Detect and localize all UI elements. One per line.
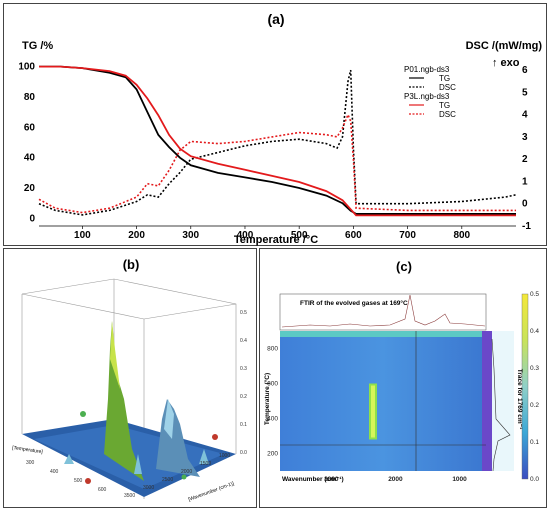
y-tick-label: 40: [24, 153, 36, 164]
colorbar-tick: 0.1: [530, 439, 539, 446]
x-tick-label: 400: [237, 230, 254, 241]
series-line-1: [38, 69, 517, 216]
legend-entry: TG: [439, 101, 450, 110]
x-tick-label: 700: [399, 230, 416, 241]
trace-line: [491, 338, 511, 472]
y2-tick-label: 2: [522, 154, 528, 165]
series-line-2: [39, 65, 516, 217]
z-tick-label: 0.3: [240, 366, 247, 372]
x-tick-label: 800: [453, 230, 470, 241]
y-tick-label: 0: [29, 213, 35, 224]
ftir-heatmap: (c) FTIR of the evolved gases at 169°C 3…: [263, 259, 539, 483]
z-tick-label: 0.1: [240, 422, 247, 428]
marker-green: [80, 411, 86, 417]
colorbar-tick: 0.3: [530, 365, 539, 372]
tg-axis-title: TG /%: [22, 40, 53, 52]
heatmap-y-tick: 800: [267, 346, 278, 353]
heatmap-top-band: [280, 331, 486, 337]
inset-title: FTIR of the evolved gases at 169°C: [300, 299, 408, 307]
x-tick-label: 300: [182, 230, 199, 241]
panel-a: (a) TG /% DSC /(mW/mg) ↑ exo Temperature…: [3, 3, 547, 246]
marker-red-1: [85, 478, 91, 484]
heatmap-y-tick: 400: [267, 416, 278, 423]
panel-a-label: (a): [267, 11, 284, 27]
y-tick-label: 20: [24, 183, 36, 194]
heatmap-right-edge: [482, 331, 492, 471]
wavenumber-tick-label: 2500: [162, 477, 173, 483]
surface-small-peak-1: [134, 454, 142, 474]
exo-label: ↑ exo: [492, 57, 520, 69]
wavenumber-tick-label: 3000: [143, 485, 154, 491]
surface-small-peak-3: [199, 449, 209, 464]
panel-c: (c) FTIR of the evolved gases at 169°C 3…: [259, 248, 547, 508]
tg-dsc-chart: (a) TG /% DSC /(mW/mg) ↑ exo Temperature…: [18, 11, 543, 246]
legend-group-name: P01.ngb-ds3: [404, 65, 450, 74]
legend-entry: TG: [439, 74, 450, 83]
legend-entry: DSC: [439, 83, 456, 92]
surface-secondary-peak-highlight: [164, 399, 174, 439]
colorbar-tick: 0.0: [530, 476, 539, 483]
legend-entry: DSC: [439, 110, 456, 119]
colorbar-tick: 0.2: [530, 402, 539, 409]
x-tick-label: 600: [345, 230, 362, 241]
panel-b-label: (b): [123, 257, 140, 272]
y2-tick-label: 6: [522, 65, 528, 76]
y-tick-label: 80: [24, 92, 36, 103]
heatmap-hotspot-core: [370, 385, 375, 438]
wavenumber-tick-label: 3500: [124, 493, 135, 499]
series-line-3: [38, 112, 516, 214]
y2-tick-label: 4: [522, 110, 528, 121]
marker-red-2: [212, 434, 218, 440]
temperature-tick-label: 300: [26, 460, 35, 466]
legend-group-name: P3L.ngb-ds3: [404, 92, 450, 101]
heatmap-y-tick: 600: [267, 381, 278, 388]
ftir-3d-surface: (b) 0.0 0.1 0.2 0.3 0.4 0.5 300 400 500 600 3500 30…: [12, 257, 247, 503]
y2-tick-label: 5: [522, 87, 528, 98]
x-tick-label: 200: [128, 230, 145, 241]
colorbar-tick: 0.4: [530, 328, 539, 335]
wavenumber-axis-label: [Wavenumber (cm-1)]: [188, 481, 236, 503]
heatmap-x-tick: 1000: [452, 476, 467, 483]
z-tick-label: 0.4: [240, 338, 247, 344]
temperature-tick-label: 400: [50, 469, 59, 475]
inset-spectrum-line: [281, 294, 486, 328]
wavenumber-tick-label: 1500: [200, 461, 211, 467]
heatmap-x-tick: 2000: [388, 476, 403, 483]
z-tick-label: 0.2: [240, 394, 247, 400]
dsc-axis-title: DSC /(mW/mg): [466, 40, 543, 52]
panel-c-label: (c): [396, 259, 412, 274]
y2-tick-label: -1: [522, 221, 531, 232]
colorbar-tick: 0.5: [530, 291, 539, 298]
temperature-axis-label: [Temperature]: [12, 445, 44, 455]
y2-tick-label: 3: [522, 132, 528, 143]
y2-tick-label: 1: [522, 176, 528, 187]
wavenumber-tick-label: 2000: [181, 469, 192, 475]
marker-green-2: [181, 474, 187, 480]
surface-main-peak-highlight: [110, 321, 120, 389]
z-tick-label: 0.0: [240, 450, 247, 456]
heatmap-y-title: Temperature (°C): [263, 373, 271, 425]
y-tick-label: 100: [18, 62, 35, 73]
heatmap-y-tick: 200: [267, 451, 278, 458]
inset-spectrum-frame: [279, 293, 487, 331]
x-axis-title: Temperature /°C: [234, 234, 318, 246]
colorbar: [521, 293, 529, 480]
temperature-tick-label: 600: [98, 487, 107, 493]
z-tick-label: 0.5: [240, 310, 247, 316]
trace-title: Trace for 1769 cm⁻¹: [516, 369, 523, 430]
wavenumber-tick-label: 1000: [219, 453, 230, 459]
y-tick-label: 60: [24, 122, 36, 133]
surface-small-peak-2: [64, 454, 74, 464]
heatmap-area: [280, 331, 486, 471]
y2-tick-label: 0: [522, 199, 528, 210]
x-tick-label: 500: [291, 230, 308, 241]
heatmap-x-title: Wavenumber (cm⁻¹): [282, 476, 344, 483]
x-tick-label: 100: [74, 230, 91, 241]
temperature-tick-label: 500: [74, 478, 83, 484]
panel-b: (b) 0.0 0.1 0.2 0.3 0.4 0.5 300 400 500 600 3500 30…: [3, 248, 257, 508]
heatmap-x-tick: 3000: [324, 476, 339, 483]
